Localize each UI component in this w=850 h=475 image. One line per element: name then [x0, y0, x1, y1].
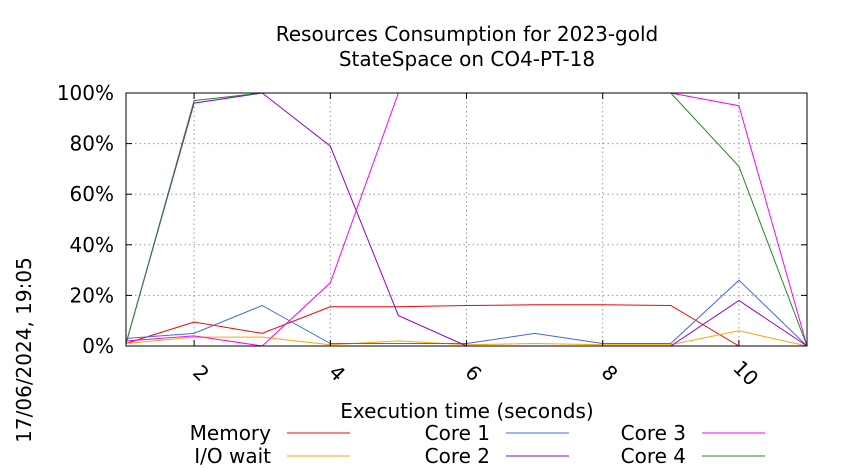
legend-label-memory: Memory	[190, 421, 272, 445]
x-tick-label: 2	[188, 360, 214, 386]
axis-ticks: 0% 20% 40% 60% 80% 100% 2 4 6 8 10	[57, 81, 807, 391]
timestamp-label: 17/06/2024, 19:05	[12, 257, 36, 443]
series-line-memory	[125, 304, 807, 347]
legend-label-core-2: Core 2	[425, 444, 490, 468]
y-tick-label: 40%	[70, 233, 114, 257]
x-tick-label: 6	[460, 360, 486, 386]
chart-title-line-1: Resources Consumption for 2023-gold	[276, 22, 658, 46]
grid-lines	[126, 93, 807, 346]
y-tick-label: 20%	[70, 283, 114, 307]
legend-label-core-1: Core 1	[425, 421, 490, 445]
x-axis-label: Execution time (seconds)	[340, 399, 593, 423]
x-tick-label: 8	[597, 360, 623, 386]
y-tick-label: 60%	[70, 182, 114, 206]
legend-label-core-3: Core 3	[621, 421, 686, 445]
legend-label-i-o-wait: I/O wait	[194, 444, 271, 468]
x-tick-label: 10	[728, 356, 763, 391]
y-tick-label: 80%	[70, 132, 114, 156]
x-tick-label: 4	[324, 360, 350, 386]
legend-label-core-4: Core 4	[621, 444, 686, 468]
y-tick-label: 0%	[82, 334, 114, 358]
y-tick-label: 100%	[57, 81, 114, 105]
chart-title-line-2: StateSpace on CO4-PT-18	[339, 47, 595, 71]
